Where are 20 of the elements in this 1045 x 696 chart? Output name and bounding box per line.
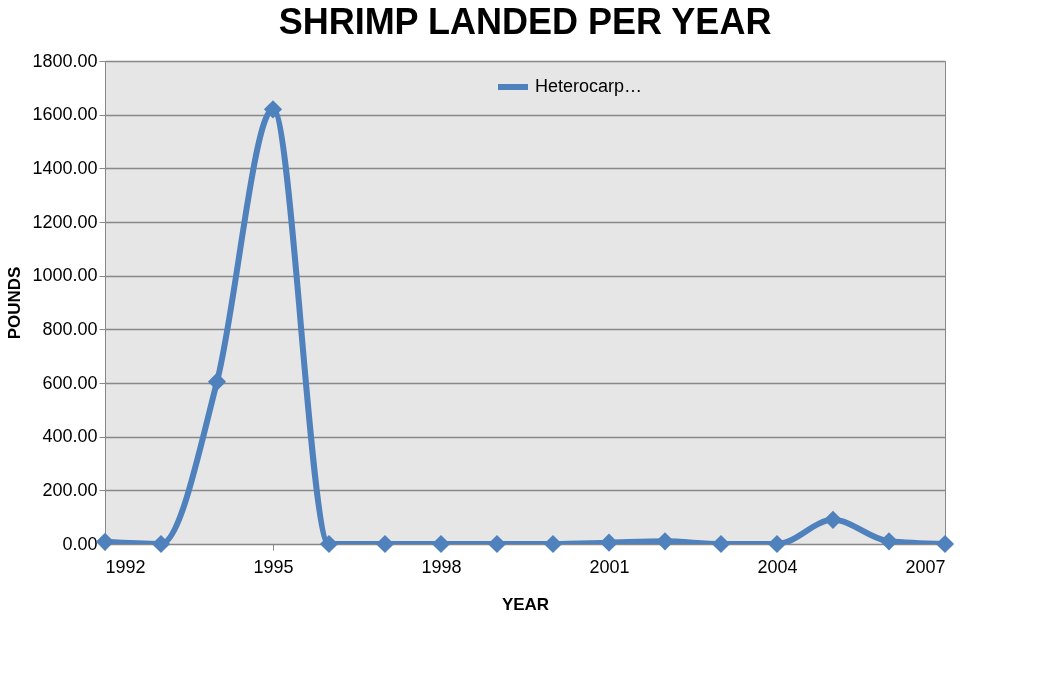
y-tick-label: 1800.00 [32, 50, 98, 71]
y-tick-label: 1200.00 [32, 211, 98, 232]
x-tick-label: 2001 [589, 556, 630, 577]
y-tick-label: 1600.00 [32, 104, 98, 125]
y-tick-label: 600.00 [42, 372, 98, 393]
x-tick-label: 1992 [105, 556, 146, 577]
x-tick-label: 1998 [421, 556, 462, 577]
y-axis-title: POUNDS [5, 266, 25, 340]
x-tick-label: 1995 [253, 556, 294, 577]
y-tick-label: 400.00 [42, 426, 98, 447]
y-tick-label: 200.00 [42, 479, 98, 500]
legend-label: Heterocarp… [535, 76, 643, 96]
y-tick-label: 800.00 [42, 318, 98, 339]
y-tick-label: 0.00 [62, 533, 98, 554]
chart-title: SHRIMP LANDED PER YEAR [278, 1, 772, 42]
y-tick-label: 1400.00 [32, 157, 98, 178]
x-tick-label: 2007 [905, 556, 946, 577]
x-axis-title: YEAR [501, 594, 550, 614]
x-tick-label: 2004 [757, 556, 798, 577]
y-tick-label: 1000.00 [32, 265, 98, 286]
